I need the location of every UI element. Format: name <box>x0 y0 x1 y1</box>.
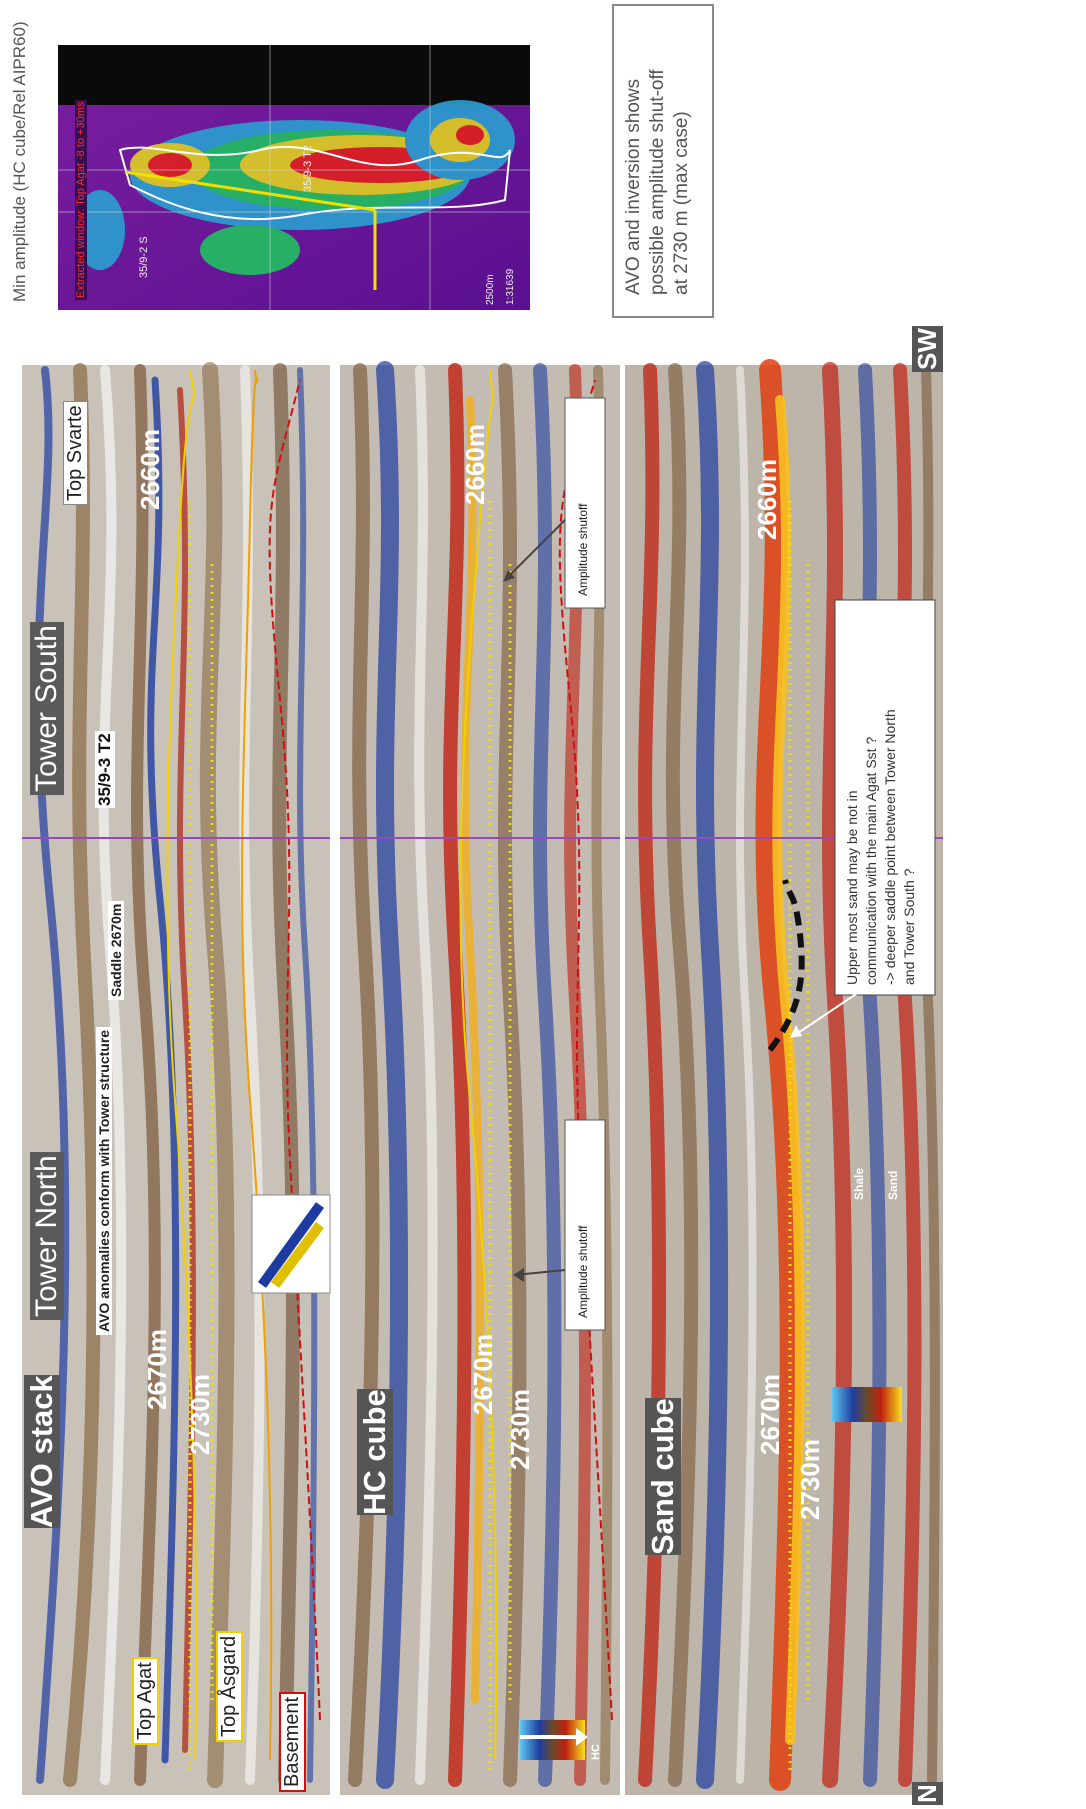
hc-shutoff-left-label: Amplitude shutoff <box>576 1225 590 1318</box>
map-amplitude-blobs <box>75 100 515 275</box>
hc-colorbar-label: HC <box>590 1744 602 1760</box>
avo-top-asgard-horizon <box>241 369 273 1761</box>
sand-annotation-box <box>834 599 936 996</box>
sand-annotation: Upper most sand may be not in communicat… <box>844 709 917 985</box>
sand-label: Sand <box>886 1170 900 1200</box>
avo-depth-2670: 2670m <box>142 1329 172 1410</box>
sand-cube-panel <box>625 359 943 1795</box>
map-scale-distance: 2500m <box>485 274 496 305</box>
shale-label: Shale <box>852 1167 866 1200</box>
direction-sw-label: SW <box>912 326 943 372</box>
map-section-line <box>124 170 376 212</box>
sand-panel-title: Sand cube <box>645 1398 681 1555</box>
map-extracted-window: Extracted window: Top Agat -8 to +30ms <box>75 99 87 300</box>
avo-basement-horizon <box>268 379 321 1721</box>
avo-panel-title: AVO stack <box>24 1375 60 1528</box>
sand-colorbar <box>832 1387 902 1422</box>
hc-shutoff-right-arrow <box>504 519 566 581</box>
hc-top-agat-horizon <box>459 369 498 1761</box>
sand-depth-2670: 2670m <box>755 1374 785 1455</box>
direction-n-label: N <box>912 1782 943 1805</box>
sand-depth-2730: 2730m <box>795 1439 825 1520</box>
amplitude-map <box>58 45 530 310</box>
avo-stack-panel <box>22 362 331 1795</box>
map-well-label-3: 35/9-3 T2 <box>302 145 314 192</box>
hc-cube-panel <box>340 361 620 1795</box>
hc-depth-2730: 2730m <box>505 1389 535 1470</box>
saddle-label: Saddle 2670m <box>108 900 124 1000</box>
basement-label: Basement <box>279 1691 306 1792</box>
map-closure-outline <box>118 145 511 221</box>
hc-shutoff-right-box <box>564 397 606 609</box>
well-label: 35/9-3 T2 <box>95 731 115 808</box>
hc-basement-horizon <box>558 379 613 1721</box>
top-agat-label: Top Agat <box>132 1657 159 1745</box>
hc-colorbar <box>520 1720 585 1760</box>
top-asgard-label: Top Åsgard <box>216 1630 243 1742</box>
avo-depth-2660: 2660m <box>135 429 165 510</box>
sand-depth-2660: 2660m <box>752 459 782 540</box>
hc-panel-title: HC cube <box>357 1389 393 1515</box>
conclusion-box <box>612 4 714 318</box>
map-black-band <box>58 45 530 105</box>
hc-shutoff-right-label: Amplitude shutoff <box>576 503 590 596</box>
hc-depth-2660: 2660m <box>460 424 490 505</box>
map-scale-ratio: 1:31639 <box>505 268 516 305</box>
conclusion-text: AVO and inversion shows possible amplitu… <box>623 69 692 295</box>
map-well-label-2: 35/9-2 S <box>138 236 150 278</box>
sand-saddle-curve <box>767 879 805 1052</box>
map-title: Min amplitude (HC cube/Rel AIPR60) <box>10 21 29 302</box>
avo-top-agat-horizon <box>166 369 198 1761</box>
hc-depth-2670: 2670m <box>468 1334 498 1415</box>
avo-note: AVO anomalies conform with Tower structu… <box>96 1026 112 1335</box>
avo-depth-2730: 2730m <box>185 1374 215 1455</box>
sand-annotation-arrow <box>794 977 881 1036</box>
tower-north-label: Tower North <box>30 1152 64 1320</box>
top-svarte-label: Top Svarte <box>63 401 88 505</box>
hc-shutoff-left-box <box>564 1119 606 1331</box>
tower-south-label: Tower South <box>30 622 64 795</box>
